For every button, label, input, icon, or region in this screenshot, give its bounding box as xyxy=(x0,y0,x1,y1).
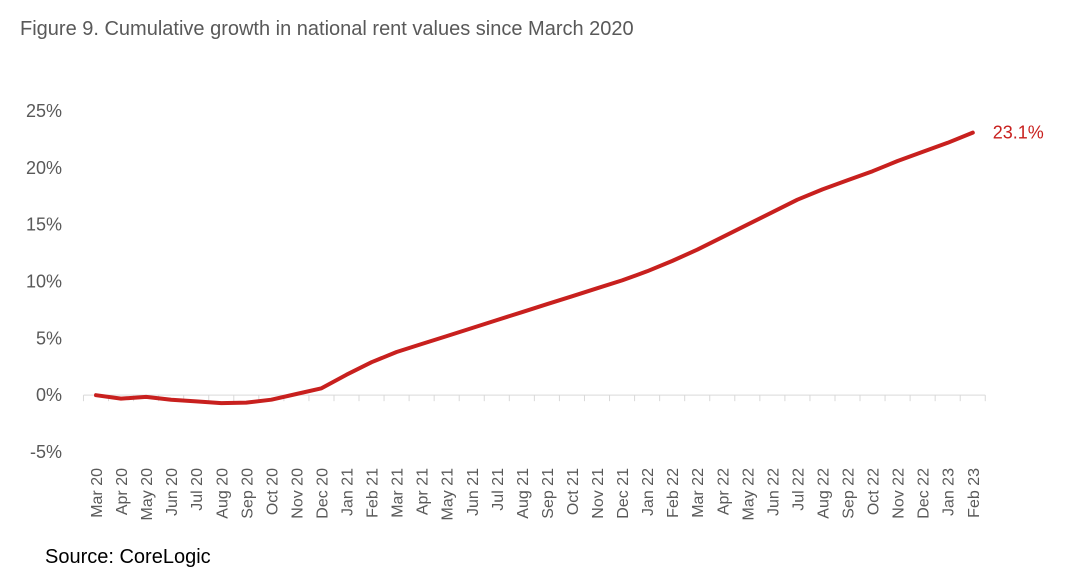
x-tick-label: Apr 22 xyxy=(715,468,732,515)
x-tick-label: Jul 22 xyxy=(790,468,807,511)
x-tick-label: May 21 xyxy=(440,468,457,521)
x-tick-label: Sep 21 xyxy=(540,468,557,519)
x-tick-label: Mar 22 xyxy=(690,468,707,518)
x-tick-label: Jan 22 xyxy=(640,468,657,516)
x-tick-label: Jan 21 xyxy=(340,468,357,516)
x-tick-label: Nov 22 xyxy=(891,468,908,519)
x-tick-label: Sep 20 xyxy=(239,468,256,519)
y-tick-label: 10% xyxy=(26,272,62,292)
x-tick-label: May 20 xyxy=(139,468,156,521)
y-tick-label: -5% xyxy=(30,442,62,462)
y-axis-ticks: -5% 0% 5% 10% 15% 20% 25% xyxy=(26,101,62,462)
x-tick-label: Dec 21 xyxy=(615,468,632,519)
x-tick-label: Jun 20 xyxy=(164,468,181,516)
x-tick-label: Jun 21 xyxy=(465,468,482,516)
x-tick-label: Mar 20 xyxy=(89,468,106,518)
x-tick-label: Feb 21 xyxy=(365,468,382,518)
x-tick-label: Feb 22 xyxy=(665,468,682,518)
x-tick-label: May 22 xyxy=(740,468,757,521)
x-tick-label: Jun 22 xyxy=(765,468,782,516)
y-tick-label: 20% xyxy=(26,158,62,178)
x-tick-label: Dec 22 xyxy=(916,468,933,519)
x-tick-label: Aug 21 xyxy=(515,468,532,519)
x-tick-label: Nov 21 xyxy=(590,468,607,519)
x-tick-label: Feb 23 xyxy=(966,468,983,518)
x-tick-label: Jul 20 xyxy=(189,468,206,511)
series-end-label: 23.1% xyxy=(993,123,1044,143)
x-tick-label: Mar 21 xyxy=(390,468,407,518)
x-tick-label: Jul 21 xyxy=(490,468,507,511)
x-tick-label: Sep 22 xyxy=(841,468,858,519)
x-axis-ticks: Mar 20 Apr 20 May 20 Jun 20 Jul 20 Aug 20 Sep … xyxy=(89,468,983,521)
x-tick-label: Apr 20 xyxy=(114,468,131,515)
x-tick-label: Oct 22 xyxy=(866,468,883,515)
x-tick-label: Oct 21 xyxy=(565,468,582,515)
y-tick-label: 25% xyxy=(26,101,62,121)
x-tick-label: Jan 23 xyxy=(941,468,958,516)
y-tick-label: 5% xyxy=(36,328,62,348)
x-tick-label: Aug 22 xyxy=(815,468,832,519)
y-tick-label: 0% xyxy=(36,385,62,405)
chart-title: Figure 9. Cumulative growth in national … xyxy=(20,18,634,40)
x-tick-label: Nov 20 xyxy=(289,468,306,519)
x-tick-label: Oct 20 xyxy=(264,468,281,515)
x-tick-label: Aug 20 xyxy=(214,468,231,519)
x-tick-label: Apr 21 xyxy=(415,468,432,515)
x-tick-label: Dec 20 xyxy=(314,468,331,519)
chart-source: Source: CoreLogic xyxy=(45,546,211,568)
series-line xyxy=(94,130,975,406)
y-tick-label: 15% xyxy=(26,215,62,235)
x-axis-tick-marks xyxy=(82,395,986,402)
